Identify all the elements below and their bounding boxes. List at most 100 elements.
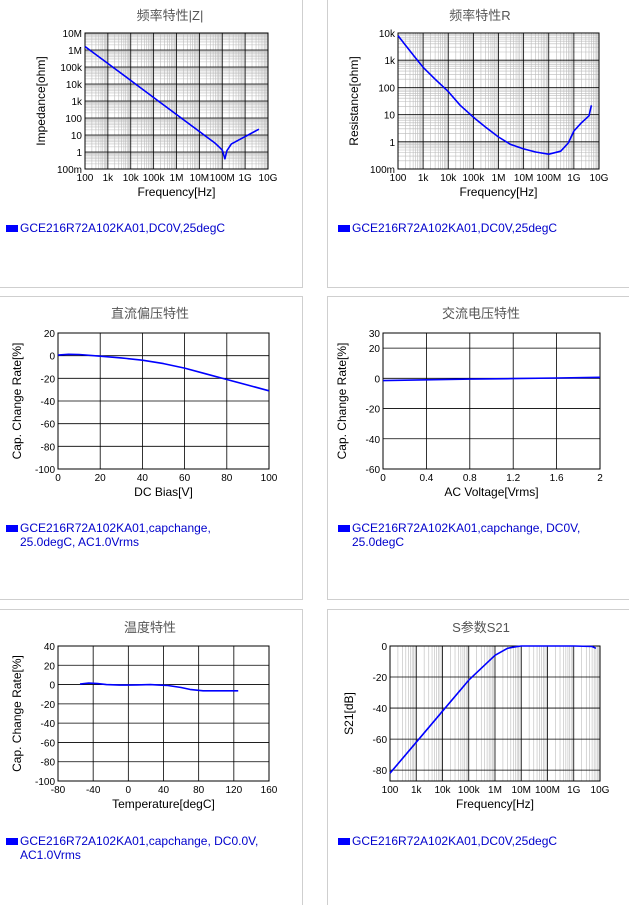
legend-swatch <box>6 225 18 233</box>
y-axis-label: Cap. Change Rate[%] <box>10 655 24 772</box>
x-tick-label: 10k <box>440 173 457 184</box>
x-tick-label: 0 <box>55 473 61 484</box>
x-tick-label: 1k <box>418 173 430 184</box>
x-tick-label: 100 <box>261 473 278 484</box>
plot-frame <box>57 645 270 782</box>
x-tick-label: 10k <box>434 785 451 796</box>
legend-text: GCE216R72A102KA01,DC0V,25degC <box>352 834 558 848</box>
divider-row2-left-top <box>0 296 303 297</box>
legend-text: GCE216R72A102KA01,DC0V,25degC <box>20 221 226 235</box>
y-tick-label: 1k <box>384 56 396 67</box>
x-tick-label: 100k <box>458 785 481 796</box>
x-tick-label: 1M <box>170 173 184 184</box>
x-tick-label: 100M <box>210 173 235 184</box>
divider-row2-right-bot <box>327 599 629 600</box>
x-tick-label: 10M <box>512 785 531 796</box>
divider-left-col <box>302 0 303 287</box>
x-tick-label: 1k <box>411 785 423 796</box>
y-axis-label: Resistance[ohm] <box>347 56 361 145</box>
legend-c2: GCE216R72A102KA01,DC0V,25degC <box>338 221 628 235</box>
y-tick-label: 0 <box>374 374 380 385</box>
y-tick-label: -60 <box>366 465 381 476</box>
y-tick-label: 20 <box>44 661 56 672</box>
legend-text-line2: 25.0degC, AC1.0Vrms <box>20 535 139 549</box>
x-tick-label: 10G <box>590 173 609 184</box>
x-tick-label: 1G <box>238 173 252 184</box>
x-tick-label: 1G <box>567 173 581 184</box>
y-tick-label: 100 <box>65 114 82 125</box>
y-tick-label: 100m <box>57 165 82 176</box>
y-tick-label: 10k <box>66 80 83 91</box>
y-tick-label: 100 <box>378 83 395 94</box>
y-tick-label: -60 <box>41 420 56 431</box>
chart-title: 温度特性 <box>124 620 176 635</box>
divider-row2-left <box>302 296 303 600</box>
y-tick-label: 30 <box>369 329 381 340</box>
legend-text: GCE216R72A102KA01,capchange, <box>20 521 211 535</box>
y-tick-label: -20 <box>366 405 381 416</box>
x-tick-label: 10M <box>190 173 209 184</box>
y-tick-label: -40 <box>41 719 56 730</box>
x-tick-label: 20 <box>95 473 107 484</box>
y-tick-label: -60 <box>41 738 56 749</box>
x-tick-label: 80 <box>221 473 233 484</box>
legend-text-line2: AC1.0Vrms <box>20 848 81 862</box>
y-tick-label: 1 <box>76 148 82 159</box>
y-tick-label: -80 <box>41 442 56 453</box>
x-tick-label: 10k <box>123 173 140 184</box>
plot-frame <box>382 332 601 470</box>
x-tick-label: 100 <box>390 173 407 184</box>
legend-text: GCE216R72A102KA01,DC0V,25degC <box>352 221 558 235</box>
legend-c3: GCE216R72A102KA01,capchange, 25.0degC, A… <box>6 521 296 549</box>
divider-row2-right-top <box>327 296 629 297</box>
x-tick-label: 0.8 <box>463 473 477 484</box>
y-axis-label: Cap. Change Rate[%] <box>335 343 349 460</box>
legend-c1: GCE216R72A102KA01,DC0V,25degC <box>6 221 296 235</box>
y-tick-label: 40 <box>44 642 56 653</box>
plot-frame <box>84 32 269 170</box>
legend-c6: GCE216R72A102KA01,DC0V,25degC <box>338 834 628 848</box>
y-tick-label: 10M <box>63 29 82 40</box>
x-axis-label: Frequency[Hz] <box>459 185 537 199</box>
chart-title: 交流电压特性 <box>442 306 520 321</box>
legend-swatch <box>338 525 350 533</box>
x-tick-label: 1M <box>488 785 502 796</box>
y-tick-label: 10 <box>384 111 396 122</box>
chart-title: 直流偏压特性 <box>111 306 189 321</box>
x-tick-label: 0 <box>380 473 386 484</box>
x-tick-label: 0 <box>126 785 132 796</box>
x-tick-label: 1M <box>492 173 506 184</box>
x-tick-label: 1.2 <box>506 473 520 484</box>
divider-row3-left-top <box>0 609 303 610</box>
x-tick-label: 1G <box>567 785 581 796</box>
y-tick-label: -20 <box>41 374 56 385</box>
x-tick-label: 40 <box>158 785 170 796</box>
y-tick-label: 100m <box>370 165 395 176</box>
x-tick-label: 100 <box>77 173 94 184</box>
x-tick-label: 40 <box>137 473 149 484</box>
y-tick-label: -80 <box>41 758 56 769</box>
divider-row1-right <box>327 287 629 288</box>
x-tick-label: 1k <box>103 173 115 184</box>
legend-swatch <box>338 225 350 233</box>
x-tick-label: 120 <box>225 785 242 796</box>
plot-frame <box>397 32 600 170</box>
x-axis-label: Frequency[Hz] <box>456 797 534 811</box>
legend-c4: GCE216R72A102KA01,capchange, DC0V, 25.0d… <box>338 521 628 549</box>
x-axis-label: Temperature[degC] <box>112 797 215 811</box>
plot-frame <box>57 332 270 470</box>
y-tick-label: 1 <box>389 138 395 149</box>
divider-row2-right <box>327 296 328 600</box>
x-tick-label: 100 <box>382 785 399 796</box>
legend-swatch <box>6 838 18 846</box>
chart-title: 频率特性R <box>449 8 510 23</box>
y-tick-label: 1M <box>68 46 82 57</box>
x-tick-label: 100M <box>535 785 560 796</box>
legend-text: GCE216R72A102KA01,capchange, DC0V, <box>352 521 581 535</box>
y-tick-label: -20 <box>373 673 388 684</box>
legend-c5: GCE216R72A102KA01,capchange, DC0.0V, AC1… <box>6 834 302 862</box>
